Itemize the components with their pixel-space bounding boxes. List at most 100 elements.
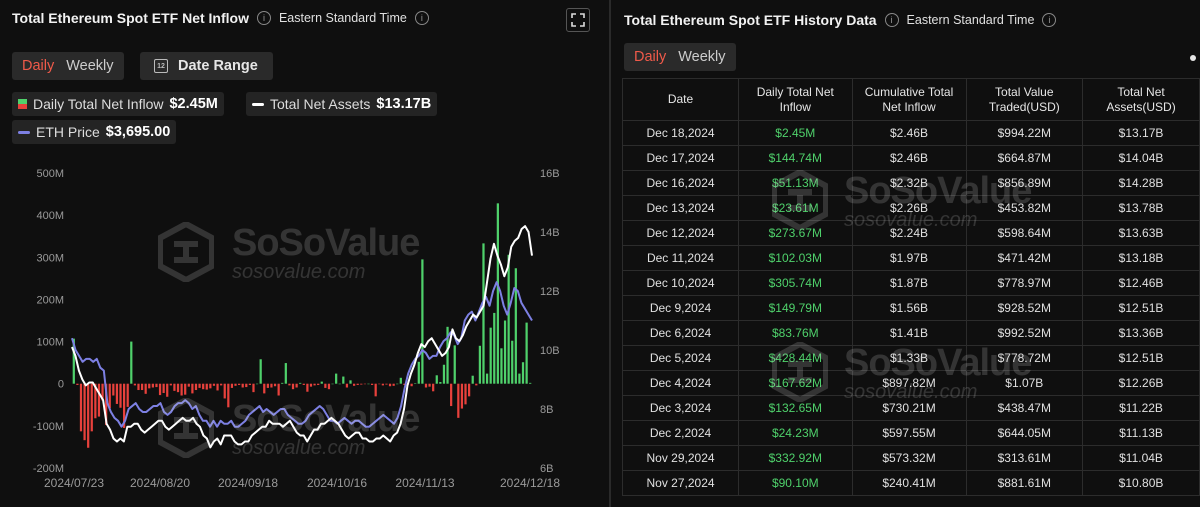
cell-date: Dec 4,2024 xyxy=(621,370,740,396)
inflow-bar xyxy=(442,364,446,384)
cell-cumulative-inflow: $730.21M xyxy=(851,395,967,421)
y-left-tick-label: 100M xyxy=(36,337,64,349)
inflow-bar xyxy=(309,383,313,387)
inflow-bar xyxy=(281,382,284,384)
table-row[interactable]: Dec 13,2024 $23.61M $2.26B $453.82M $13.78B xyxy=(621,195,1200,221)
table-row[interactable]: Nov 29,2024 $332.92M $573.32M $313.61M $11.0… xyxy=(621,445,1200,471)
x-tick-label: 2024/08/20 xyxy=(130,476,190,490)
cell-value-traded: $313.61M xyxy=(965,445,1084,471)
cell-value-traded: $928.52M xyxy=(965,295,1084,321)
y-left-tick-label: 400M xyxy=(36,210,64,222)
col-date[interactable]: Date xyxy=(621,78,740,121)
cell-daily-inflow: $83.76M xyxy=(738,320,853,346)
tab-weekly[interactable]: Weekly xyxy=(678,49,726,65)
cell-cumulative-inflow: $2.24B xyxy=(851,220,967,246)
inflow-bar xyxy=(97,383,101,417)
inflow-bar xyxy=(460,383,464,409)
fullscreen-icon[interactable] xyxy=(566,8,590,32)
cell-cumulative-inflow: $1.97B xyxy=(851,245,967,271)
net-assets-line xyxy=(71,225,533,449)
tab-daily[interactable]: Daily xyxy=(634,49,667,65)
inflow-bar xyxy=(317,383,320,385)
table-row[interactable]: Dec 5,2024 $428.44M $1.33B $778.72M $12.51B xyxy=(621,345,1200,371)
table-row[interactable]: Dec 11,2024 $102.03M $1.97B $471.42M $13.18B xyxy=(621,245,1200,271)
inflow-bar xyxy=(421,259,424,384)
table-row[interactable]: Dec 12,2024 $273.67M $2.24B $598.64M $13.63B xyxy=(621,220,1200,246)
cell-value-traded: $856.89M xyxy=(965,170,1084,196)
inflow-bar xyxy=(105,383,108,426)
inflow-bar xyxy=(76,383,79,385)
date-range-button[interactable]: 12 Date Range xyxy=(140,52,273,80)
table-row[interactable]: Dec 16,2024 $51.13M $2.32B $856.89M $14.28B xyxy=(621,170,1200,196)
more-dot-icon[interactable] xyxy=(1190,55,1196,61)
inflow-bar xyxy=(162,383,165,393)
x-tick-label: 2024/12/18 xyxy=(500,476,560,490)
cell-date: Dec 10,2024 xyxy=(621,270,740,296)
inflow-bar xyxy=(485,373,489,384)
tab-weekly[interactable]: Weekly xyxy=(66,58,114,74)
info-icon[interactable]: i xyxy=(414,11,429,25)
table-row[interactable]: Nov 27,2024 $90.10M $240.41M $881.61M $10.80… xyxy=(621,470,1200,496)
cell-daily-inflow: $305.74M xyxy=(738,270,853,296)
info-icon[interactable]: i xyxy=(256,11,271,25)
col-net-assets[interactable]: Total Net Assets(USD) xyxy=(1082,78,1200,121)
inflow-bar xyxy=(399,377,402,384)
cell-daily-inflow: $132.65M xyxy=(738,395,853,421)
table-row[interactable]: Dec 3,2024 $132.65M $730.21M $438.47M $11.22… xyxy=(621,395,1200,421)
history-title: Total Ethereum Spot ETF History Data xyxy=(624,12,877,28)
inflow-bar xyxy=(234,383,237,386)
inflow-bar xyxy=(191,383,194,394)
inflow-bar xyxy=(245,383,248,388)
col-value-traded[interactable]: Total Value Traded(USD) xyxy=(965,78,1084,121)
inflow-bar xyxy=(525,322,528,384)
inflow-bar xyxy=(166,383,169,397)
legend-assets-label: Total Net Assets xyxy=(270,96,371,112)
y-left-tick-label: 300M xyxy=(36,252,64,264)
inflow-bar xyxy=(360,383,363,385)
table-body: Dec 18,2024 $2.45M $2.46B $994.22M $13.17B De… xyxy=(621,120,1200,496)
y-right-tick-label: 6B xyxy=(540,463,553,475)
legend-eth[interactable]: ETH Price $3,695.00 xyxy=(12,120,177,144)
table-row[interactable]: Dec 4,2024 $167.62M $897.82M $1.07B $12.26B xyxy=(621,370,1200,396)
date-range-label: Date Range xyxy=(178,58,258,74)
cell-net-assets: $13.78B xyxy=(1082,195,1200,221)
table-row[interactable]: Dec 6,2024 $83.76M $1.41B $992.52M $13.36B xyxy=(621,320,1200,346)
cell-value-traded: $644.05M xyxy=(965,420,1084,446)
inflow-bar xyxy=(374,383,377,397)
table-row[interactable]: Dec 17,2024 $144.74M $2.46B $664.87M $14.04B xyxy=(621,145,1200,171)
inflow-bar xyxy=(370,383,374,385)
col-cumulative-inflow[interactable]: Cumulative Total Net Inflow xyxy=(851,78,967,121)
inflow-bar xyxy=(335,373,338,384)
inflow-bar xyxy=(367,383,370,385)
inflow-bar xyxy=(349,380,352,384)
inflow-bar xyxy=(446,326,449,384)
col-daily-inflow[interactable]: Daily Total Net Inflow xyxy=(738,78,853,121)
inflow-bar xyxy=(158,383,162,396)
cell-value-traded: $471.42M xyxy=(965,245,1084,271)
cell-daily-inflow: $167.62M xyxy=(738,370,853,396)
table-row[interactable]: Dec 2,2024 $24.23M $597.55M $644.05M $11.13B xyxy=(621,420,1200,446)
legend-assets[interactable]: Total Net Assets $13.17B xyxy=(246,92,438,116)
table-row[interactable]: Dec 9,2024 $149.79M $1.56B $928.52M $12.51B xyxy=(621,295,1200,321)
table-row[interactable]: Dec 18,2024 $2.45M $2.46B $994.22M $13.17B xyxy=(621,120,1200,146)
info-icon[interactable]: i xyxy=(884,13,899,27)
inflow-bar xyxy=(356,383,359,385)
cell-date: Dec 12,2024 xyxy=(621,220,740,246)
inflow-bar xyxy=(507,254,510,384)
cell-daily-inflow: $90.10M xyxy=(738,470,853,496)
info-icon[interactable]: i xyxy=(1042,13,1057,27)
table-row[interactable]: Dec 10,2024 $305.74M $1.87B $778.97M $12.46B xyxy=(621,270,1200,296)
legend-inflow[interactable]: Daily Total Net Inflow $2.45M xyxy=(12,92,224,116)
x-tick-label: 2024/10/16 xyxy=(307,476,367,490)
inflow-bar xyxy=(457,383,460,418)
inflow-bar xyxy=(396,383,399,385)
inflow-bar xyxy=(475,383,478,386)
inflow-bar xyxy=(230,383,234,388)
tab-daily[interactable]: Daily xyxy=(22,58,55,74)
inflow-bar xyxy=(302,383,305,385)
cell-daily-inflow: $24.23M xyxy=(738,420,853,446)
inflow-bar xyxy=(468,383,471,397)
legend-inflow-value: $2.45M xyxy=(169,96,218,112)
cell-daily-inflow: $144.74M xyxy=(738,145,853,171)
inflow-bar xyxy=(194,383,198,391)
